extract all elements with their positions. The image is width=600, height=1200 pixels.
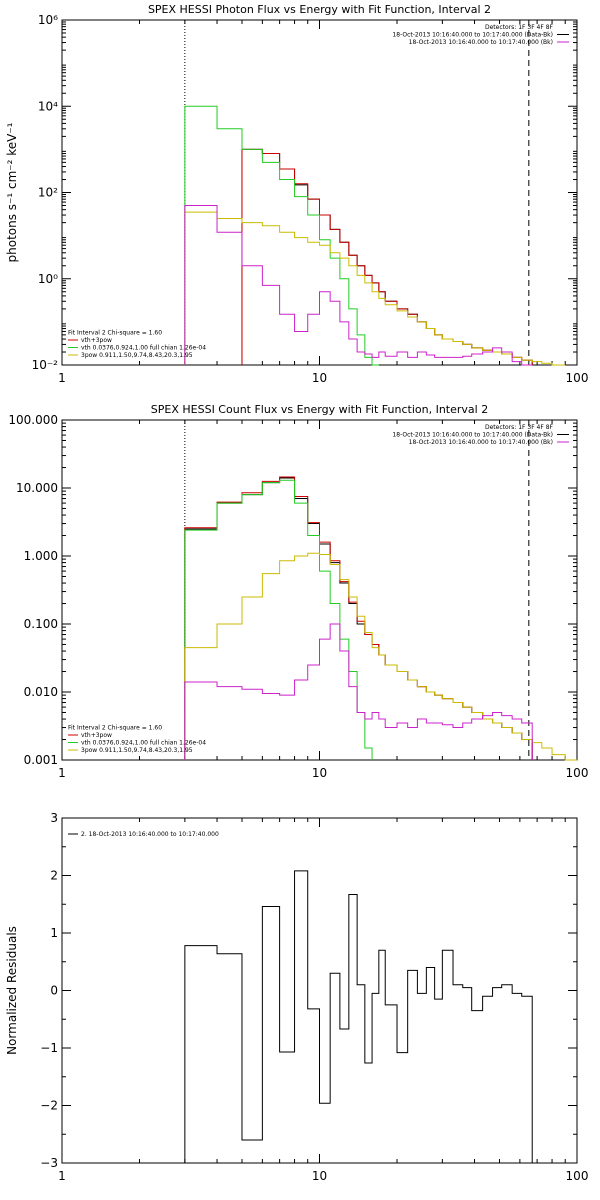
series-line-green: [184, 105, 379, 366]
info-text: 18-Oct-2013 10:16:40.000 to 10:17:40.000…: [409, 439, 553, 446]
series-green: [184, 479, 373, 760]
series-black: [184, 870, 533, 1163]
y-tick-label: −1: [40, 1041, 58, 1055]
y-tick-label: 10.000: [16, 481, 58, 495]
series-line-magenta: [184, 623, 533, 760]
legend-entry: 3pow 0.911,1.50,9.74,8.43,20.3,1.95: [81, 352, 193, 359]
series-magenta: [184, 204, 533, 366]
y-axis-label: Normalized Residuals: [5, 926, 19, 1055]
legend-entry: vth 0.0376,0.924,1.00 full chian 1.26e-0…: [81, 345, 206, 352]
x-tick-label: 1: [58, 1169, 66, 1183]
legend-entry: 2. 18-Oct-2013 10:16:40.000 to 10:17:40.…: [81, 831, 219, 838]
series-line-black: [241, 148, 533, 365]
y-tick-label: 3: [50, 811, 58, 825]
x-tick-label: 100: [566, 1169, 589, 1183]
x-tick-label: 10: [312, 1169, 327, 1183]
info-text: Detectors: 1F 3F 4F 8F: [485, 24, 554, 31]
series-green: [184, 105, 379, 366]
x-tick-label: 100: [566, 371, 589, 385]
legend-entry: vth 0.0376,0.924,1.00 full chian 1.26e-0…: [81, 740, 206, 747]
y-tick-label: 10⁶: [38, 13, 58, 27]
y-tick-label: 0.100: [24, 617, 58, 631]
y-tick-label: 0.010: [24, 685, 58, 699]
y-ticks: 0.001 0.010 0.100 1.000 10.000 100.000: [8, 413, 577, 767]
y-tick-label: 10⁰: [38, 272, 58, 286]
series-line-black: [184, 870, 533, 1163]
y-tick-label: 100.000: [8, 413, 58, 427]
legend-entry: vth+3pow: [81, 337, 112, 344]
series-line-red: [241, 148, 533, 365]
y-ticks: −3 −2 −1 0 1 2 3: [40, 811, 577, 1170]
plot-frame: [61, 419, 578, 761]
x-tick-label: 1: [58, 371, 66, 385]
photon-flux-panel: SPEX HESSI Photon Flux vs Energy with Fi…: [5, 3, 588, 385]
series-line-green: [184, 479, 373, 760]
info-text: Detectors: 1F 3F 4F 8F: [485, 424, 554, 431]
y-tick-label: 0.001: [24, 753, 58, 767]
x-tick-label: 10: [312, 766, 327, 780]
series-yellow: [184, 552, 577, 761]
series-magenta: [184, 623, 533, 760]
series-line-yellow: [184, 552, 577, 761]
y-tick-label: 2: [50, 869, 58, 883]
series-yellow: [184, 211, 566, 366]
x-tick-label: 1: [58, 766, 66, 780]
y-tick-label: 1.000: [24, 549, 58, 563]
y-tick-label: 10⁻²: [32, 358, 59, 372]
count-flux-panel: SPEX HESSI Count Flux vs Energy with Fit…: [8, 403, 588, 780]
legend-heading: Fit Interval 2 Chi-square = 1.60: [68, 725, 162, 732]
series-black: [241, 148, 533, 365]
series-line-magenta: [184, 204, 533, 366]
legend-heading: Fit Interval 2 Chi-square = 1.60: [68, 330, 162, 337]
x-tick-label: 100: [566, 766, 589, 780]
plot-frame: [61, 817, 578, 1164]
info-text: 18-Oct-2013 10:16:40.000 to 10:17:40.000…: [409, 39, 553, 46]
series-red: [184, 476, 533, 760]
x-tick-label: 10: [312, 371, 327, 385]
y-axis-label: photons s⁻¹ cm⁻² keV⁻¹: [5, 122, 19, 262]
y-tick-label: 1: [50, 926, 58, 940]
series-line-yellow: [184, 211, 566, 366]
y-tick-label: 10⁴: [38, 99, 58, 113]
x-ticks: 1 10 100: [58, 20, 588, 385]
y-tick-label: 0: [50, 984, 58, 998]
chart-title: SPEX HESSI Photon Flux vs Energy with Fi…: [148, 3, 491, 16]
y-tick-label: −2: [40, 1099, 58, 1113]
series-line-black: [184, 477, 533, 760]
y-ticks: 10⁻² 10⁰ 10² 10⁴ 10⁶: [32, 13, 577, 372]
x-ticks: 1 10 100: [58, 420, 588, 780]
info-text: 18-Oct-2013 10:16:40.000 to 10:17:40.000…: [392, 32, 553, 39]
legend-entry: 3pow 0.911,1.50,9.74,8.43,20.3,1.95: [81, 747, 193, 754]
x-ticks: 1 10 100: [58, 818, 588, 1183]
series-red: [241, 148, 533, 365]
legend-entry: vth+3pow: [81, 732, 112, 739]
chart-title: SPEX HESSI Count Flux vs Energy with Fit…: [151, 403, 488, 416]
series-black: [184, 477, 533, 760]
residuals-panel: Normalized Residuals 1 10 100 −3 −2 −1 0 1 2 3 2. 1…: [5, 811, 588, 1183]
y-tick-label: −3: [40, 1156, 58, 1170]
y-tick-label: 10²: [38, 186, 58, 200]
info-text: 18-Oct-2013 10:16:40.000 to 10:17:40.000…: [392, 432, 553, 439]
series-line-red: [184, 476, 533, 760]
